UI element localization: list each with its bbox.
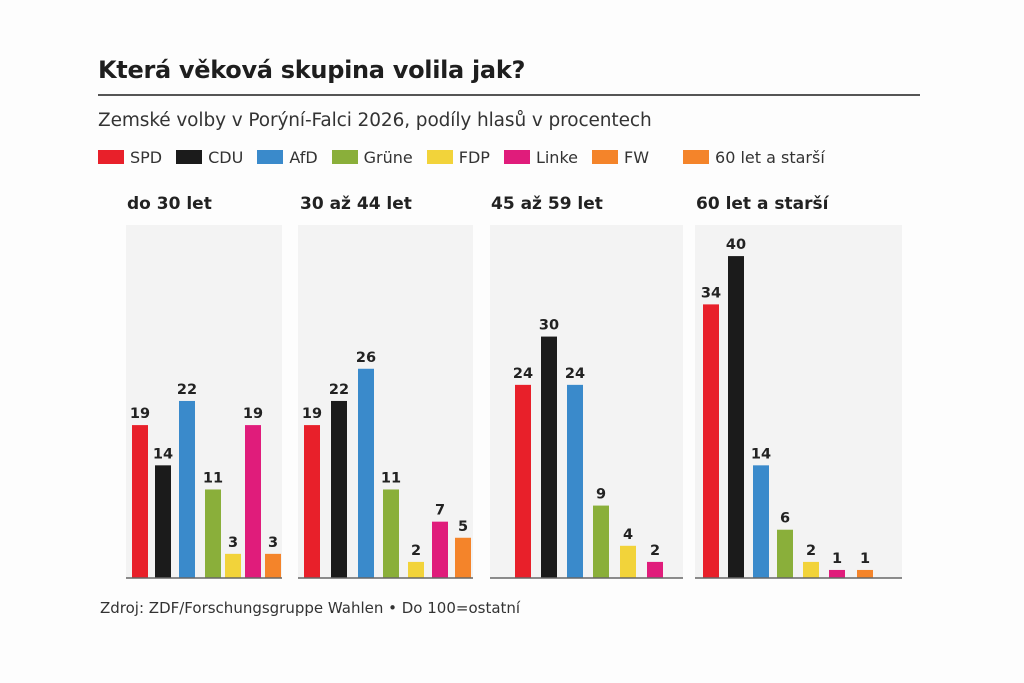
legend-label-afd: AfD: [289, 147, 318, 167]
legend-swatch-fw: [591, 150, 618, 164]
legend-label-fw: FW: [623, 147, 650, 167]
bar-grune: [593, 505, 609, 578]
panel-title-45-59: 45 až 59 let: [491, 194, 603, 214]
bar-afd: [358, 368, 374, 578]
panel-title-30-44: 30 až 44 let: [300, 194, 412, 214]
bar-spd: [132, 425, 148, 578]
data-label: 19: [130, 406, 150, 422]
chart-title: Která věková skupina volila jak?: [98, 56, 526, 84]
data-label: 9: [596, 487, 606, 503]
data-label: 24: [565, 366, 585, 382]
data-label: 3: [268, 535, 278, 551]
bar-grune: [205, 489, 221, 578]
data-label: 5: [458, 519, 468, 535]
legend-swatch-cdu: [176, 150, 203, 164]
legend: SPD CDU AfD Grüne FDP Linke FW 60 let a …: [98, 146, 839, 168]
panel-title-60-plus: 60 let a starší: [696, 194, 829, 214]
bar-linke: [829, 569, 845, 578]
data-label: 11: [381, 470, 401, 486]
data-label: 2: [806, 543, 816, 559]
legend-item-cdu: CDU: [176, 148, 243, 167]
bar-grune: [383, 489, 399, 578]
legend-label-spd: SPD: [130, 147, 163, 167]
chart-subtitle: Zemské volby v Porýní-Falci 2026, podíly…: [98, 110, 652, 131]
data-label: 14: [153, 446, 173, 462]
data-label: 19: [302, 406, 322, 422]
bar-fdp: [225, 553, 241, 578]
legend-label-cdu: CDU: [208, 147, 244, 167]
bar-spd: [515, 384, 531, 578]
legend-item-fdp: FDP: [426, 147, 490, 167]
bar-linke: [647, 561, 663, 578]
legend-label-grune: Grüne: [363, 147, 413, 167]
data-label: 3: [228, 535, 238, 551]
data-label: 7: [435, 503, 445, 519]
bar-spd: [703, 304, 719, 578]
bar-cdu: [541, 336, 557, 578]
legend-swatch-grune: [331, 150, 358, 164]
bar-linke: [432, 521, 448, 578]
data-label: 11: [203, 470, 223, 486]
data-label: 26: [356, 350, 376, 366]
legend-swatch-60-plus: [683, 150, 710, 164]
panel-background: [695, 225, 902, 578]
bar-spd: [304, 425, 320, 578]
data-label: 2: [650, 543, 660, 559]
bar-fw: [455, 537, 471, 578]
legend-item-afd: AfD: [257, 147, 318, 167]
legend-label-linke: Linke: [535, 147, 578, 167]
bar-fdp: [803, 561, 819, 578]
data-label: 2: [411, 543, 421, 559]
data-label: 30: [539, 318, 559, 334]
legend-swatch-fdp: [426, 150, 453, 164]
data-label: 1: [860, 551, 870, 567]
legend-item-linke: Linke: [503, 147, 578, 167]
legend-item-grune: Grüne: [331, 147, 413, 167]
data-label: 14: [751, 446, 771, 462]
legend-label-60-plus: 60 let a starší: [715, 147, 825, 167]
data-label: 22: [177, 382, 197, 398]
data-label: 1: [832, 551, 842, 567]
bar-fw: [857, 569, 873, 578]
bar-afd: [179, 400, 195, 578]
bar-fdp: [620, 545, 636, 578]
bar-fw: [265, 553, 281, 578]
data-label: 19: [243, 406, 263, 422]
data-label: 34: [701, 285, 721, 301]
legend-swatch-afd: [257, 150, 284, 164]
bar-cdu: [331, 400, 347, 578]
source-note: Zdroj: ZDF/Forschungsgruppe Wahlen • Do …: [100, 599, 521, 617]
data-label: 24: [513, 366, 533, 382]
bar-cdu: [728, 256, 744, 578]
title-divider: [98, 94, 920, 96]
bar-afd: [753, 465, 769, 578]
data-label: 4: [623, 527, 633, 543]
legend-label-fdp: FDP: [458, 147, 490, 167]
panel-title-under-30: do 30 let: [127, 194, 212, 214]
legend-item-spd: SPD: [98, 148, 162, 167]
bar-grune: [777, 529, 793, 578]
bar-linke: [245, 425, 261, 578]
bar-cdu: [155, 465, 171, 578]
legend-item-60-plus: 60 let a starší: [683, 148, 825, 167]
data-label: 40: [726, 237, 746, 253]
bar-fdp: [408, 561, 424, 578]
legend-swatch-linke: [503, 150, 530, 164]
data-label: 6: [780, 511, 790, 527]
legend-item-fw: FW: [591, 147, 650, 167]
legend-swatch-spd: [98, 150, 124, 164]
bar-afd: [567, 384, 583, 578]
data-label: 22: [329, 382, 349, 398]
